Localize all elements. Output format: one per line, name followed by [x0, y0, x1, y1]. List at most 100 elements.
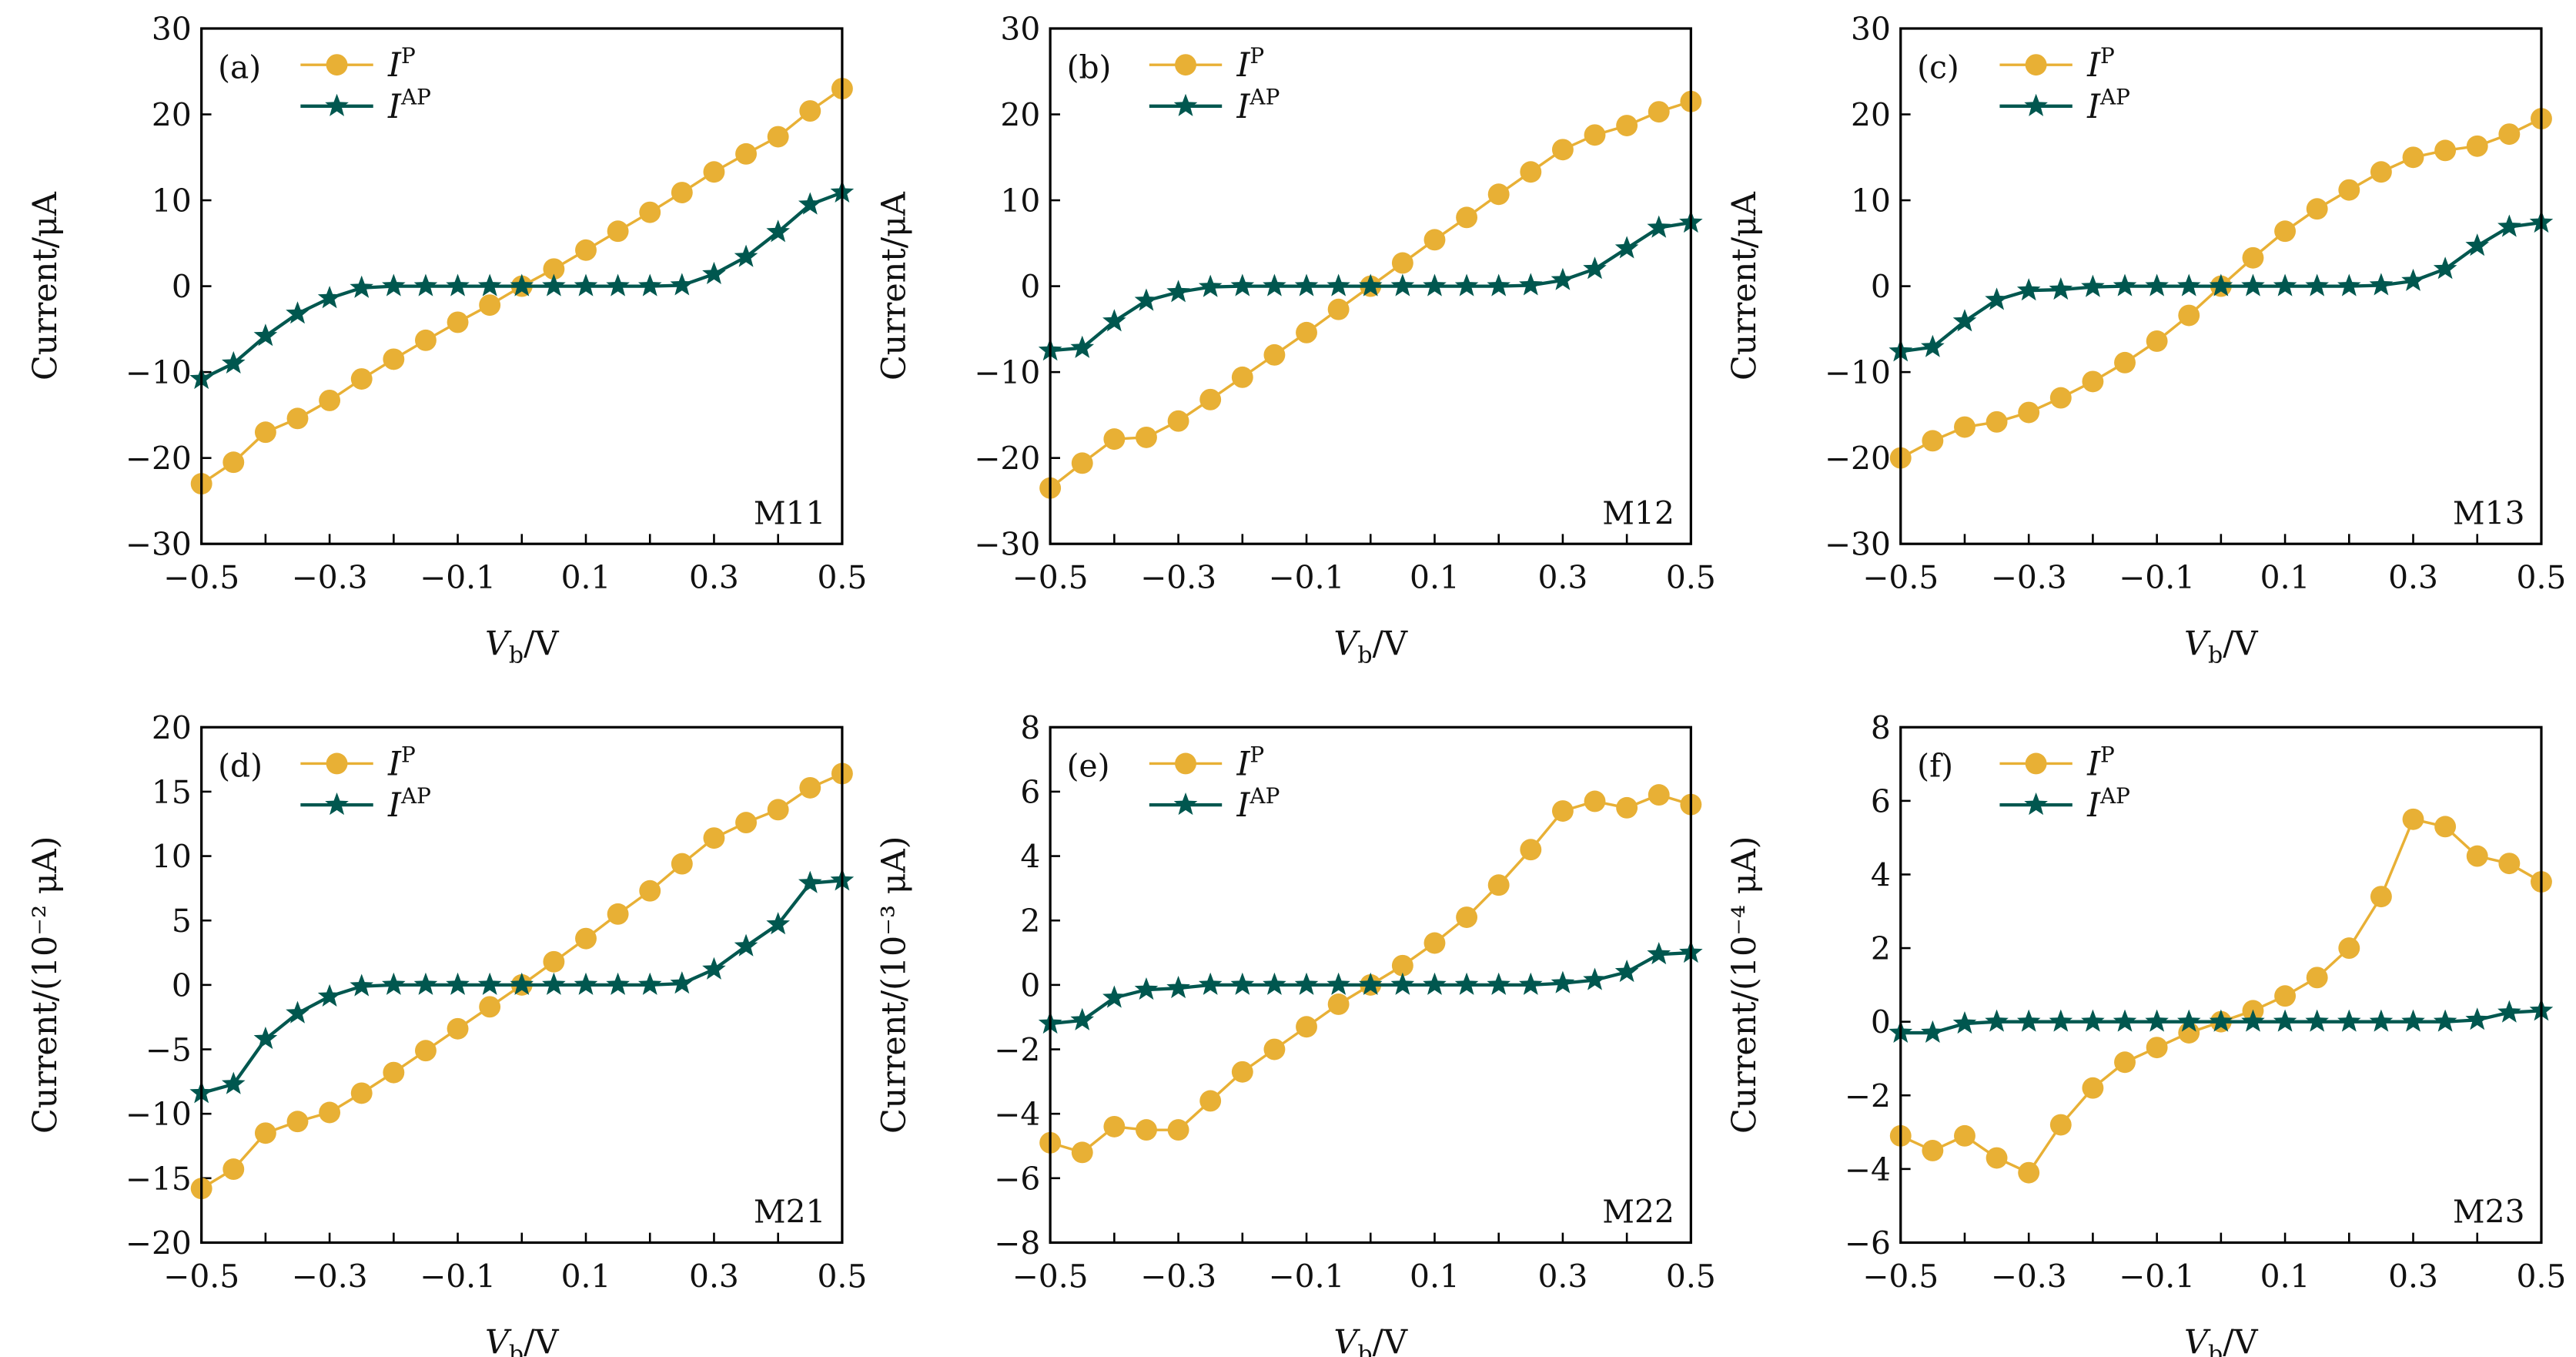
- data-point-iap: [1551, 970, 1575, 993]
- panel-label: (d): [218, 748, 263, 785]
- data-point-ip: [1954, 1124, 1975, 1147]
- data-point-iap: [1390, 273, 1415, 297]
- data-point-ip: [767, 126, 789, 148]
- legend-circle-icon: [2025, 752, 2047, 775]
- x-axis-label: Vb/V: [1333, 625, 1408, 669]
- data-point-ip: [350, 368, 373, 390]
- data-point-ip: [1167, 410, 1189, 432]
- data-point-ip: [543, 950, 565, 973]
- data-point-iap: [1952, 309, 1977, 332]
- data-point-iap: [1070, 335, 1095, 358]
- data-point-ip: [2434, 139, 2457, 162]
- structure-label: M22: [1602, 1194, 1674, 1231]
- plot-frame: [1899, 725, 2543, 1245]
- y-tick-label: 10: [152, 839, 192, 876]
- data-point-iap: [2081, 1009, 2105, 1032]
- data-point-iap: [1134, 977, 1159, 1000]
- data-point-ip: [254, 421, 276, 444]
- chart-panel-e: −0.5 −0.3 −0.1 0.1 0.3 0.5 −8 −6 −4 −2 0 2 4 6 8 Vb/V Cu…: [875, 709, 1715, 1357]
- data-point-iap: [1454, 972, 1479, 995]
- data-point-ip: [735, 142, 757, 165]
- data-point-iap: [286, 1000, 309, 1024]
- data-point-iap: [1230, 273, 1255, 297]
- data-point-ip: [1167, 1119, 1189, 1141]
- data-point-iap: [446, 273, 470, 297]
- data-point-ip: [799, 100, 821, 122]
- data-point-iap: [1519, 273, 1543, 296]
- data-point-iap: [2209, 273, 2233, 297]
- legend-label-iap: IAP: [2086, 85, 2130, 126]
- x-tick-label: 0.3: [689, 1258, 739, 1295]
- legend-star-icon: [1173, 792, 1198, 816]
- y-tick-label: −2: [1845, 1077, 1891, 1114]
- data-point-iap: [2016, 1009, 2041, 1032]
- y-tick-label: 0: [172, 269, 192, 306]
- x-tick-label: −0.3: [292, 559, 368, 596]
- data-point-iap: [798, 870, 822, 893]
- data-point-ip: [671, 182, 693, 203]
- data-point-iap: [382, 273, 406, 297]
- data-point-ip: [1391, 252, 1413, 274]
- panel-label: (a): [218, 49, 261, 85]
- data-point-ip: [2114, 351, 2136, 374]
- data-point-iap: [1614, 236, 1639, 259]
- y-tick-label: 30: [1851, 11, 1891, 48]
- data-point-ip: [383, 348, 405, 370]
- data-point-iap: [2241, 1009, 2265, 1032]
- data-point-ip: [319, 389, 341, 411]
- data-point-iap: [574, 273, 598, 297]
- plot-frame: [1049, 725, 1692, 1245]
- data-point-iap: [637, 273, 662, 297]
- data-point-ip: [1199, 388, 1222, 410]
- x-tick-label: −0.3: [292, 1258, 368, 1295]
- data-point-iap: [670, 971, 694, 994]
- data-point-ip: [639, 880, 661, 902]
- data-point-ip: [1487, 183, 1510, 206]
- y-tick-label: 2: [1020, 903, 1040, 940]
- y-tick-label: 10: [1000, 183, 1040, 219]
- legend-circle-icon: [326, 752, 348, 775]
- x-tick-label: −0.3: [1140, 559, 1216, 596]
- data-point-ip: [2338, 937, 2360, 960]
- data-point-iap: [1198, 972, 1223, 995]
- data-point-iap: [1390, 972, 1415, 995]
- y-tick-label: 5: [172, 903, 192, 940]
- y-tick-label: 4: [1020, 839, 1040, 876]
- data-point-iap: [2145, 273, 2169, 297]
- data-point-iap: [1166, 975, 1190, 999]
- data-point-iap: [2273, 1009, 2297, 1032]
- x-tick-label: −0.5: [163, 1258, 239, 1295]
- data-point-iap: [542, 972, 566, 995]
- data-point-ip: [319, 1101, 341, 1124]
- plot-frame: [1899, 27, 2543, 545]
- x-tick-label: 0.5: [817, 559, 867, 596]
- data-point-iap: [1985, 287, 2009, 310]
- data-point-ip: [2049, 1114, 2072, 1136]
- data-point-ip: [1456, 206, 1478, 229]
- x-axis-label: Vb/V: [2184, 625, 2259, 669]
- chart-panel-b: −0.5 −0.3 −0.1 0.1 0.3 0.5 −30 −20 −10 0 10 20 30 Vb/…: [875, 11, 1715, 669]
- y-tick-label: −20: [125, 1225, 192, 1262]
- data-point-ip: [575, 239, 597, 261]
- data-point-iap: [2176, 1009, 2201, 1032]
- data-point-iap: [382, 972, 406, 995]
- y-axis-label: Current/(10⁻² μA): [26, 836, 65, 1134]
- data-point-iap: [606, 273, 630, 297]
- legend-label-ip: IP: [2086, 742, 2115, 783]
- data-point-ip: [2370, 886, 2392, 908]
- data-point-ip: [1199, 1090, 1222, 1112]
- structure-label: M23: [2453, 1194, 2525, 1231]
- data-point-ip: [447, 311, 469, 333]
- data-point-ip: [639, 201, 661, 223]
- y-tick-label: −15: [125, 1161, 192, 1198]
- data-point-iap: [766, 912, 790, 935]
- chart-panel-f: −0.5 −0.3 −0.1 0.1 0.3 0.5 −6 −4 −2 0 2 4 6 8 Vb/V Curr…: [1725, 709, 2566, 1357]
- data-point-ip: [1296, 1016, 1317, 1038]
- y-tick-label: 6: [1020, 774, 1040, 811]
- legend-label-iap: IAP: [1236, 783, 1280, 825]
- data-point-ip: [1986, 1147, 2008, 1169]
- data-point-ip: [1391, 954, 1413, 977]
- y-axis-label: Current/μA: [26, 191, 65, 380]
- data-point-ip: [2274, 985, 2297, 1007]
